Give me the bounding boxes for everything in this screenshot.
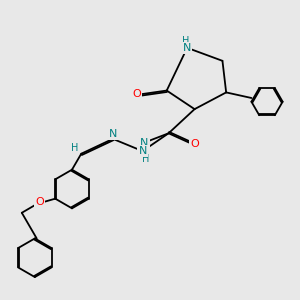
- Text: N: N: [140, 138, 148, 148]
- Text: H: H: [142, 154, 149, 164]
- Text: O: O: [132, 89, 141, 99]
- Text: O: O: [35, 197, 44, 207]
- Text: N: N: [109, 129, 117, 140]
- Text: O: O: [190, 140, 199, 149]
- Text: H: H: [182, 36, 189, 46]
- Text: H: H: [71, 143, 78, 153]
- Text: N: N: [183, 43, 191, 53]
- Text: H: H: [141, 146, 148, 156]
- Text: N: N: [138, 146, 147, 156]
